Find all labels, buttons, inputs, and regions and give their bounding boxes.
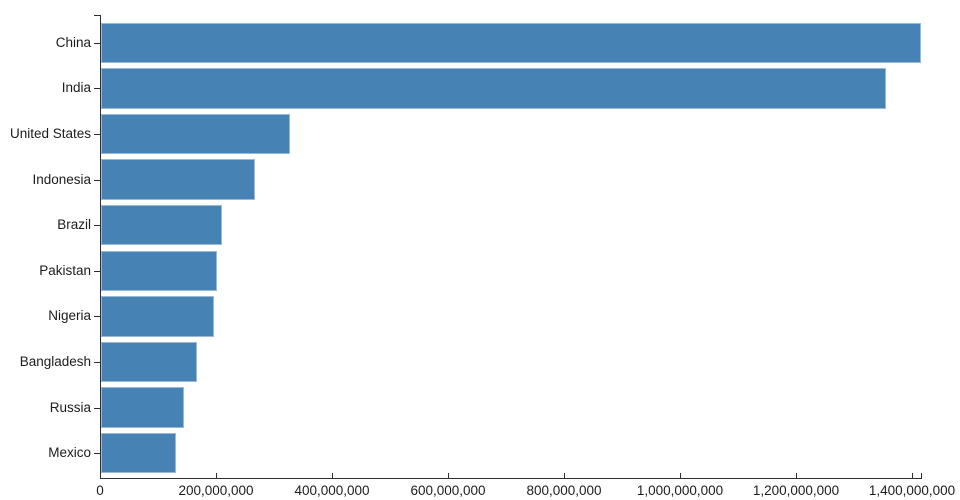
category-label: Mexico [48,445,91,461]
category-tick [94,408,100,409]
category-tick [94,453,100,454]
category-tick [94,362,100,363]
x-tick-label: 800,000,000 [526,483,602,498]
category-tick [94,134,100,135]
bar-nigeria [101,296,214,337]
x-tick-label: 0 [96,483,104,498]
category-label: United States [9,126,91,141]
bar-united-states [101,113,290,155]
category-label: India [61,80,91,96]
x-tick [332,473,333,478]
x-axis-outer-tick [921,473,922,478]
x-tick-label: 200,000,000 [178,483,254,498]
bar-indonesia [101,159,255,200]
x-tick-label: 600,000,000 [410,483,486,498]
x-tick-label: 1,200,000,000 [752,483,840,498]
x-tick-label: 1,400,000,000 [868,483,956,498]
category-label: Indonesia [32,171,91,187]
y-axis-line [100,15,101,478]
bar-china [101,22,921,64]
x-tick-label: 1,000,000,000 [636,483,724,498]
category-label: Russia [49,399,91,415]
x-tick [448,473,449,478]
category-label: Brazil [57,217,91,233]
x-tick [680,473,681,478]
category-label: Bangladesh [19,354,91,369]
x-tick [216,473,217,478]
x-tick [564,473,565,478]
x-axis-line [100,478,922,479]
x-tick [912,473,913,478]
category-tick [94,180,100,181]
category-tick [94,225,100,226]
y-axis-outer-tick [94,15,100,16]
category-tick [94,316,100,317]
bar-brazil [101,204,223,246]
bar-mexico [101,432,176,474]
bar-bangladesh [101,341,197,383]
category-label: Pakistan [39,262,91,278]
x-tick [796,473,797,478]
category-tick [94,271,100,272]
bar-pakistan [101,250,217,292]
category-label: Nigeria [48,308,91,324]
category-tick [94,43,100,44]
category-tick [94,88,100,89]
category-label: China [55,34,91,50]
bar-russia [101,387,184,428]
x-tick [100,473,101,478]
x-tick-label: 400,000,000 [294,483,370,498]
bar-india [101,68,886,109]
